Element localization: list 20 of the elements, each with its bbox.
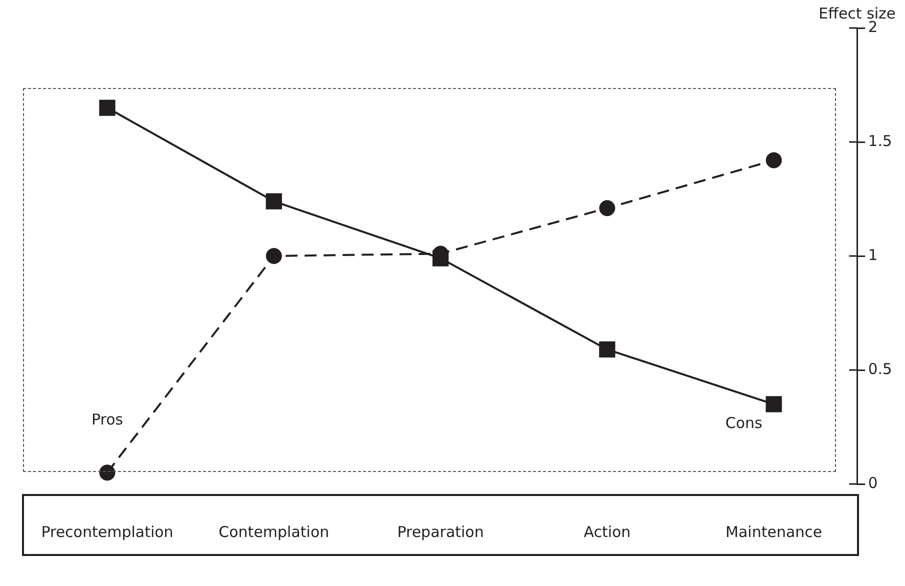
x-tick-label: Precontemplation xyxy=(41,522,174,541)
point xyxy=(266,193,282,210)
y-tick-label: 0.5 xyxy=(868,360,892,378)
y-tick-label: 1.5 xyxy=(868,132,892,150)
point xyxy=(99,464,116,481)
y-tick-label: 1 xyxy=(868,246,878,264)
series-label: Pros xyxy=(91,410,124,428)
point xyxy=(766,396,782,412)
point xyxy=(99,100,116,116)
y-tick-label: 0 xyxy=(868,474,878,492)
point xyxy=(266,248,282,264)
y-tick-label: 2 xyxy=(868,18,878,36)
series-label: Cons xyxy=(725,414,762,432)
x-tick-label: Preparation xyxy=(397,522,484,541)
point xyxy=(599,200,616,216)
x-tick-label: Action xyxy=(584,522,631,541)
x-tick-label: Maintenance xyxy=(726,522,822,541)
x-tick-label: Contemplation xyxy=(218,522,330,541)
point xyxy=(766,152,782,168)
point xyxy=(599,341,616,358)
